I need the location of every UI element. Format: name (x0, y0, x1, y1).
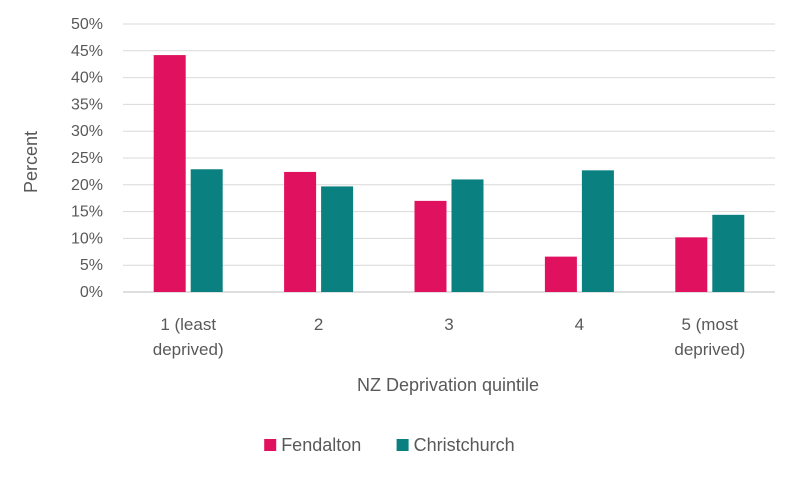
y-tick-label: 35% (71, 96, 103, 113)
x-tick-label: 3 (444, 315, 453, 334)
bar-christchurch-5 (712, 214, 745, 292)
bar-christchurch-1 (190, 169, 223, 292)
legend-label-fendalton: Fendalton (281, 435, 361, 455)
y-tick-label: 5% (80, 257, 103, 274)
bar-christchurch-4 (581, 170, 614, 292)
legend-swatch-christchurch (396, 439, 409, 451)
x-axis-ticks: 1 (least deprived) 2 3 4 5 (most deprived) (153, 315, 745, 359)
y-axis-ticks: 0% 5% 10% 15% 20% 25% 30% 35% 40% 45% 50% (71, 16, 103, 301)
y-tick-label: 40% (71, 70, 103, 87)
bar-fendalton-4 (544, 256, 577, 292)
bars (153, 55, 745, 293)
x-tick-label: 4 (575, 315, 584, 334)
x-axis-title: NZ Deprivation quintile (357, 375, 539, 395)
bar-fendalton-3 (414, 200, 447, 292)
x-tick-label: 5 (most (681, 315, 738, 334)
y-tick-label: 25% (71, 150, 103, 167)
legend-swatch-fendalton (264, 439, 277, 451)
y-tick-label: 15% (71, 204, 103, 221)
y-tick-label: 20% (71, 177, 103, 194)
bar-christchurch-2 (321, 186, 354, 292)
y-tick-label: 50% (71, 16, 103, 33)
bar-fendalton-1 (153, 55, 186, 293)
bar-christchurch-3 (451, 179, 484, 292)
x-tick-label: 1 (least (160, 315, 216, 334)
y-tick-label: 30% (71, 123, 103, 140)
x-tick-label: deprived) (674, 340, 745, 359)
y-tick-label: 10% (71, 230, 103, 247)
y-axis-title: Percent (21, 131, 41, 193)
legend-label-christchurch: Christchurch (414, 435, 515, 455)
y-tick-label: 0% (80, 284, 103, 301)
bar-fendalton-5 (675, 237, 708, 292)
x-tick-label: deprived) (153, 340, 224, 359)
bar-fendalton-2 (284, 171, 317, 292)
x-tick-label: 2 (314, 315, 323, 334)
legend: Fendalton Christchurch (264, 435, 515, 455)
y-tick-label: 45% (71, 43, 103, 60)
gridlines (123, 23, 775, 293)
